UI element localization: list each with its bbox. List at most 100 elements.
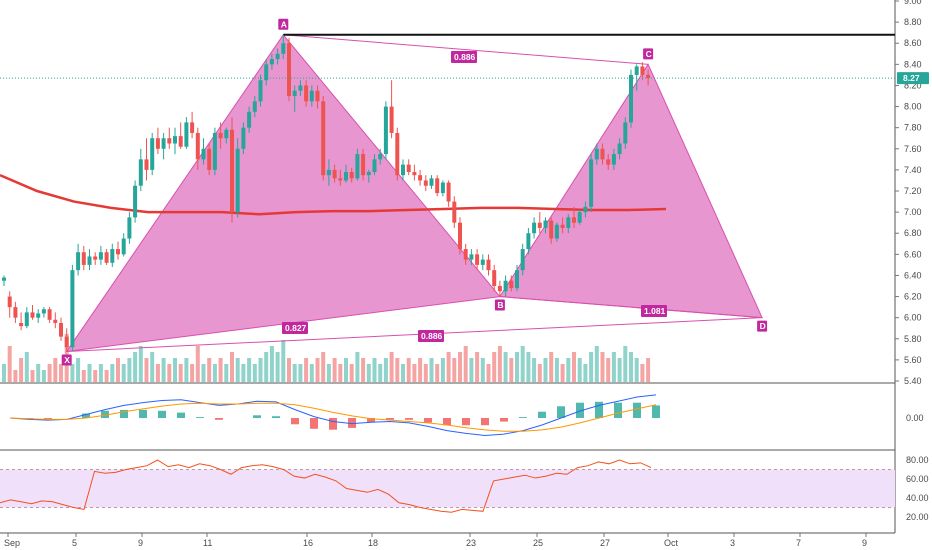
candle-body bbox=[594, 148, 599, 160]
macd-histogram-bar bbox=[424, 418, 432, 423]
volume-bar bbox=[59, 364, 63, 382]
candle-body bbox=[13, 307, 18, 318]
candle-body bbox=[98, 252, 103, 260]
price-axis[interactable]: 5.40 5.60 5.80 6.00 6.20 6.40 6.60 6.80 7.00 7.20… bbox=[0, 0, 929, 522]
ma-line bbox=[0, 174, 667, 216]
volume-bar bbox=[583, 364, 588, 382]
macd-histogram-bar bbox=[120, 409, 128, 418]
rsi-tick-label: 20.00 bbox=[906, 512, 929, 522]
candle-body bbox=[275, 53, 280, 60]
volume-bar bbox=[412, 364, 417, 382]
volume-bar bbox=[355, 352, 360, 382]
candle-body bbox=[150, 138, 155, 170]
candle-body bbox=[338, 178, 343, 181]
candle-body bbox=[309, 90, 314, 102]
candle-body bbox=[634, 66, 639, 75]
ratio-label-bg bbox=[451, 51, 477, 63]
ratio-label: 0.886 bbox=[454, 52, 476, 62]
volume-bar bbox=[480, 358, 485, 382]
volume-bar bbox=[155, 364, 160, 382]
candle-body bbox=[463, 249, 468, 260]
candle-body bbox=[110, 249, 115, 263]
volume-bar bbox=[241, 364, 246, 382]
candle-body bbox=[70, 270, 75, 348]
volume-bar bbox=[173, 358, 177, 382]
volume-bar bbox=[230, 352, 234, 382]
price-tick-label: 6.40 bbox=[904, 270, 922, 280]
time-tick-label: 23 bbox=[466, 538, 476, 548]
candle-body bbox=[207, 148, 212, 170]
volume-bar bbox=[594, 346, 599, 382]
rsi-tick-label: 80.00 bbox=[906, 455, 929, 465]
macd-histogram-bar bbox=[443, 418, 451, 426]
macd-histogram-bar bbox=[158, 410, 166, 418]
rsi-pane bbox=[0, 459, 652, 513]
time-tick-label: 18 bbox=[368, 538, 378, 548]
volume-bar bbox=[526, 352, 531, 382]
candle-body bbox=[532, 222, 537, 234]
time-tick-label: Sep bbox=[4, 538, 20, 548]
volume-bar bbox=[104, 370, 109, 382]
volume-bar bbox=[378, 364, 383, 382]
volume-bar bbox=[133, 352, 138, 382]
volume-bar bbox=[406, 358, 411, 382]
volume-bar bbox=[332, 358, 337, 382]
volume-bar bbox=[326, 364, 331, 382]
candle-body bbox=[264, 64, 269, 81]
xab-triangle bbox=[65, 33, 501, 353]
candle-body bbox=[440, 182, 445, 194]
candlesticks bbox=[2, 34, 651, 352]
candle-body bbox=[452, 201, 457, 223]
time-axis[interactable]: Sep 5 9 11 16 18 23 25 27 Oct 3 7 9 bbox=[4, 533, 867, 548]
candle-body bbox=[292, 90, 297, 97]
candle-body bbox=[446, 182, 451, 202]
volume-bar bbox=[47, 364, 52, 382]
time-tick-label: 16 bbox=[303, 538, 313, 548]
candle-body bbox=[383, 106, 388, 155]
volume-bar bbox=[190, 364, 195, 382]
candle-body bbox=[395, 132, 400, 176]
macd-histogram-bar bbox=[139, 409, 147, 418]
time-tick-label: 25 bbox=[533, 538, 543, 548]
candle-body bbox=[47, 309, 52, 320]
candle-body bbox=[93, 256, 98, 260]
macd-histogram-bar bbox=[253, 415, 261, 418]
signal-line bbox=[9, 402, 657, 432]
volume-bar bbox=[218, 358, 223, 382]
macd-histogram-bar bbox=[44, 418, 52, 419]
volume-bar bbox=[30, 370, 35, 382]
candle-body bbox=[349, 172, 354, 179]
volume-bar bbox=[287, 358, 291, 382]
macd-histogram-bar bbox=[481, 418, 489, 426]
candle-body bbox=[24, 312, 29, 327]
candle-body bbox=[589, 159, 594, 207]
candle-body bbox=[503, 280, 508, 292]
candle-body bbox=[315, 90, 320, 102]
candle-body bbox=[475, 254, 480, 265]
bd-line bbox=[499, 296, 763, 319]
macd-pane bbox=[9, 394, 660, 437]
volume-bar bbox=[640, 364, 645, 382]
ratio-label-bg bbox=[418, 330, 444, 342]
harmonic-pattern[interactable] bbox=[65, 33, 895, 353]
volume-bar bbox=[224, 364, 229, 382]
volume-bar bbox=[36, 364, 41, 382]
candle-body bbox=[190, 122, 195, 133]
volume-bar bbox=[646, 358, 651, 382]
candle-body bbox=[212, 132, 217, 170]
candle-body bbox=[606, 159, 611, 165]
macd-histogram-bar bbox=[595, 401, 603, 418]
candle-body bbox=[406, 164, 411, 173]
volume-bar bbox=[606, 358, 611, 382]
volume-bar bbox=[247, 358, 252, 382]
volume-bar bbox=[41, 370, 46, 382]
candle-body bbox=[623, 122, 628, 144]
volume-bar bbox=[235, 358, 240, 382]
candle-body bbox=[41, 309, 46, 314]
candle-body bbox=[372, 159, 377, 173]
candle-body bbox=[116, 249, 120, 255]
volume-bar bbox=[446, 352, 451, 382]
point-label-bg bbox=[757, 320, 768, 332]
volume-bar bbox=[509, 358, 514, 382]
